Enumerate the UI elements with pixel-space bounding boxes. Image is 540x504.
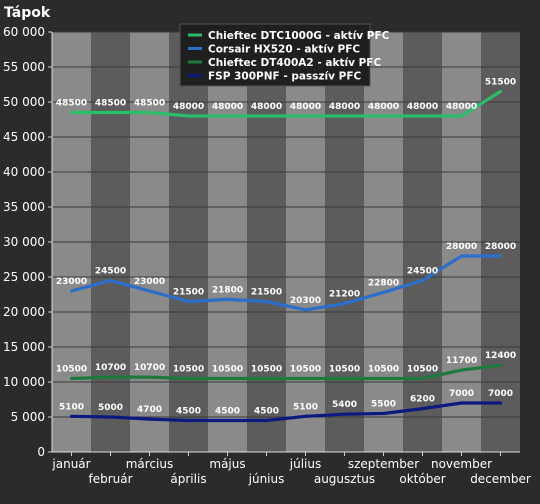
y-tick-label: 15 000 — [3, 340, 45, 354]
series-line — [69, 254, 503, 312]
data-label: 48000 — [290, 102, 321, 112]
legend-label: Chieftec DT400A2 - aktív PFC — [208, 57, 381, 69]
series-line — [69, 401, 503, 423]
data-label: 21800 — [212, 285, 243, 295]
x-tick-label: április — [170, 472, 206, 486]
y-axis: 0 5 000 10 000 15 000 20 000 25 000 30 000 35 0… — [3, 25, 53, 459]
data-label: 12400 — [485, 351, 516, 361]
data-label: 48000 — [329, 102, 360, 112]
x-tick-label: augusztus — [314, 472, 375, 486]
data-label: 10700 — [134, 363, 165, 373]
data-label: 5400 — [332, 400, 357, 410]
data-label: 48500 — [56, 99, 87, 109]
data-label: 21500 — [173, 288, 204, 298]
y-tick-label: 55 000 — [3, 60, 45, 74]
data-label: 48000 — [212, 102, 243, 112]
data-label: 10500 — [329, 365, 360, 375]
data-label: 48000 — [368, 102, 399, 112]
data-label: 4500 — [176, 407, 201, 417]
data-label: 5000 — [98, 403, 123, 413]
data-label: 7000 — [488, 389, 513, 399]
data-label: 48500 — [95, 99, 126, 109]
data-label: 21200 — [329, 290, 360, 300]
y-tick-label: 20 000 — [3, 305, 45, 319]
x-tick-label: június — [248, 472, 285, 486]
data-label: 22800 — [368, 278, 399, 288]
data-label: 4500 — [254, 407, 279, 417]
data-labels: 48500 48500 48500 48000 48000 48000 48000 48000… — [56, 78, 516, 417]
x-tick-label: március — [126, 457, 174, 471]
data-label: 21500 — [251, 288, 282, 298]
x-tick-label: július — [289, 457, 321, 471]
data-label: 28000 — [485, 242, 516, 252]
series-line — [69, 363, 503, 381]
data-label: 10500 — [368, 365, 399, 375]
data-label: 5500 — [371, 400, 396, 410]
y-tick-label: 0 — [37, 445, 45, 459]
series-lines — [69, 89, 503, 423]
x-tick-label: május — [209, 457, 245, 471]
data-label: 10500 — [290, 365, 321, 375]
chart-title: Tápok — [4, 5, 51, 21]
y-tick-label: 25 000 — [3, 270, 45, 284]
x-tick-label: december — [470, 472, 531, 486]
data-label: 10700 — [95, 363, 126, 373]
data-label: 24500 — [95, 267, 126, 277]
x-tick-label: szeptember — [348, 457, 419, 471]
y-tick-label: 30 000 — [3, 235, 45, 249]
data-label: 48000 — [251, 102, 282, 112]
x-tick-label: november — [431, 457, 492, 471]
data-label: 4500 — [215, 407, 240, 417]
legend-label: FSP 300PNF - passzív PFC — [208, 71, 362, 83]
x-tick-label: október — [399, 472, 445, 486]
y-tick-label: 50 000 — [3, 95, 45, 109]
data-label: 10500 — [173, 365, 204, 375]
y-tick-label: 5 000 — [11, 410, 45, 424]
data-label: 51500 — [485, 78, 516, 88]
y-tick-label: 10 000 — [3, 375, 45, 389]
x-tick-label: január — [51, 457, 90, 471]
data-label: 11700 — [446, 356, 477, 366]
data-label: 5100 — [59, 402, 84, 412]
legend-label: Corsair HX520 - aktív PFC — [208, 44, 360, 56]
data-label: 48000 — [407, 102, 438, 112]
data-label: 48500 — [134, 99, 165, 109]
data-label: 23000 — [56, 277, 87, 287]
y-tick-label: 45 000 — [3, 130, 45, 144]
data-label: 10500 — [407, 365, 438, 375]
x-tick-label: február — [88, 472, 132, 486]
data-label: 20300 — [290, 296, 321, 306]
data-label: 23000 — [134, 277, 165, 287]
data-label: 7000 — [449, 389, 474, 399]
y-tick-label: 40 000 — [3, 165, 45, 179]
legend-box — [179, 23, 371, 87]
data-label: 6200 — [410, 395, 435, 405]
legend-label: Chieftec DTC1000G - aktív PFC — [208, 30, 390, 42]
data-label: 48000 — [446, 102, 477, 112]
data-label: 24500 — [407, 267, 438, 277]
y-tick-label: 60 000 — [3, 25, 45, 39]
data-label: 48000 — [173, 102, 204, 112]
legend: Chieftec DTC1000G - aktív PFC Corsair HX5… — [179, 23, 390, 87]
y-tick-label: 35 000 — [3, 200, 45, 214]
data-label: 10500 — [212, 365, 243, 375]
data-label: 4700 — [137, 405, 162, 415]
data-label: 28000 — [446, 242, 477, 252]
data-label: 10500 — [251, 365, 282, 375]
series-line — [69, 89, 503, 118]
data-label: 5100 — [293, 402, 318, 412]
data-label: 10500 — [56, 365, 87, 375]
